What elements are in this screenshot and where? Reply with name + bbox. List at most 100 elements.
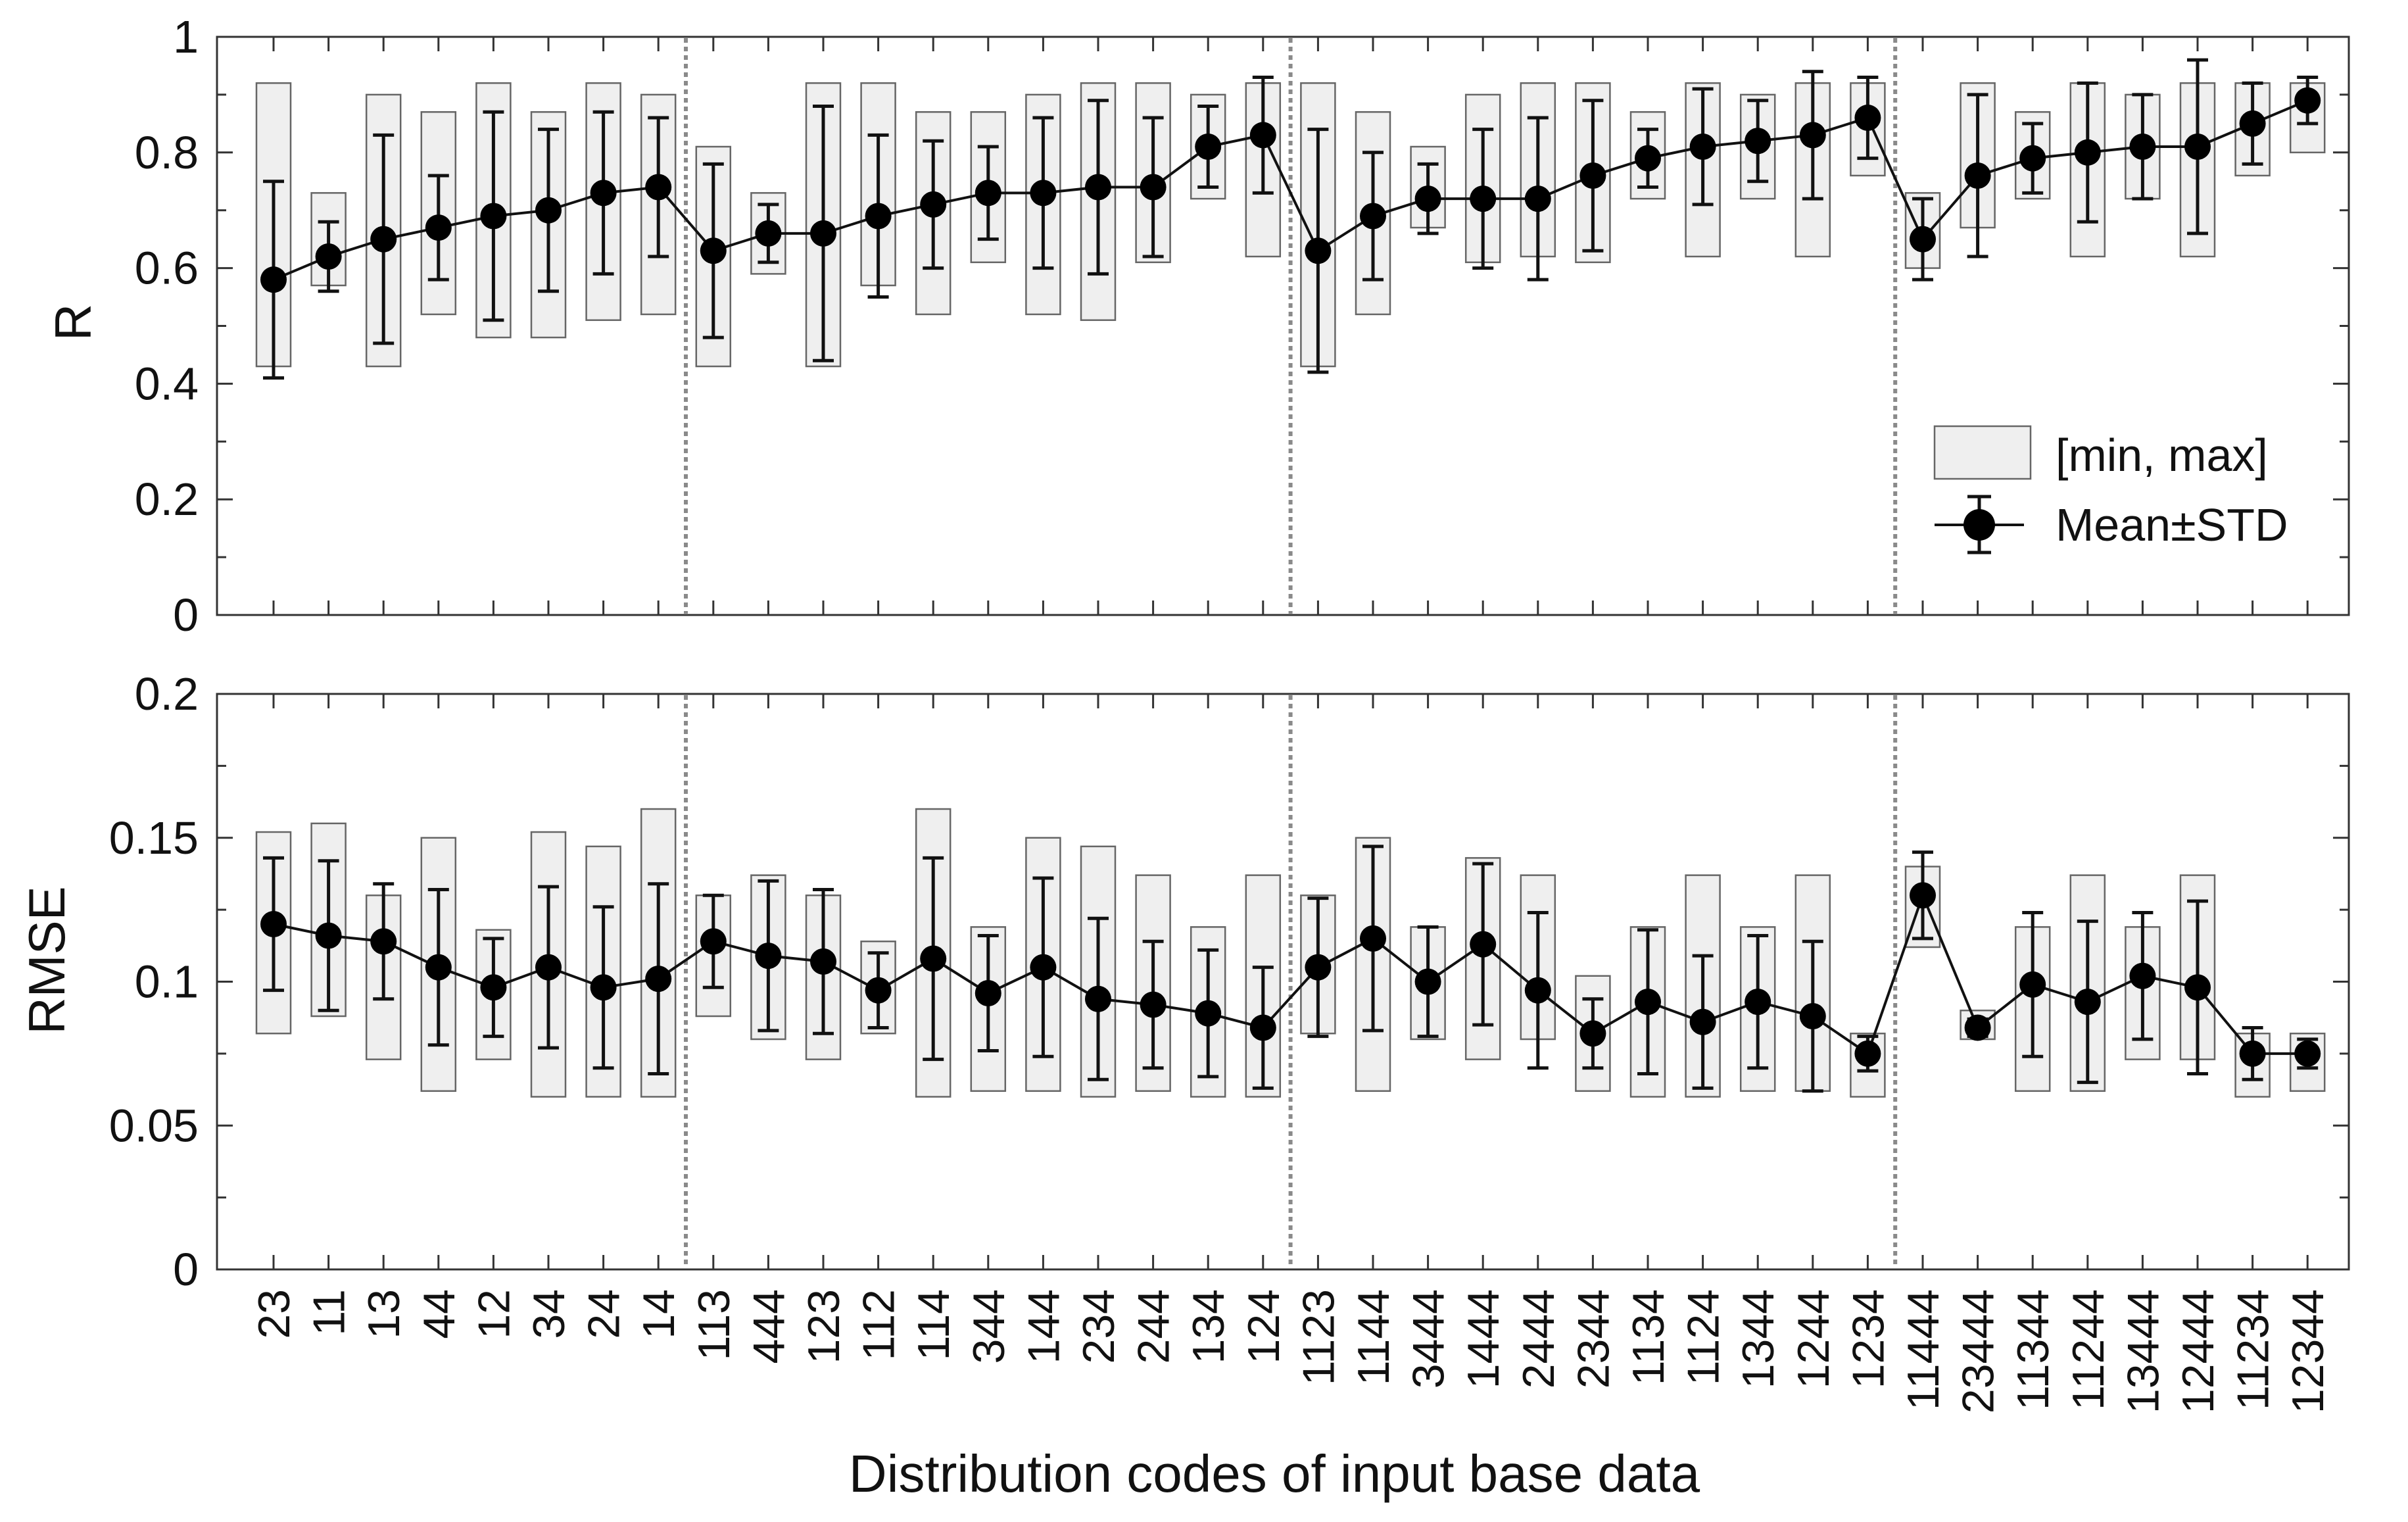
- mean-point-rmse-112: [865, 977, 892, 1004]
- mean-point-rmse-11244: [2074, 989, 2101, 1016]
- mean-point-rmse-1344: [1745, 989, 1771, 1016]
- x-tick-label: 23444: [1954, 1289, 2004, 1413]
- mean-point-rmse-12: [480, 974, 507, 1001]
- x-tick-label: 1123: [1293, 1289, 1343, 1385]
- y-axis-label-rmse: RMSE: [18, 886, 76, 1034]
- mean-point-rmse-1144: [1360, 925, 1386, 952]
- mean-point-r-13444: [2129, 134, 2156, 160]
- mean-point-rmse-114: [920, 945, 947, 972]
- mean-point-r-11344: [2019, 145, 2046, 172]
- x-tick-label: 1344: [1733, 1289, 1783, 1388]
- mean-point-rmse-11344: [2019, 971, 2046, 998]
- mean-point-rmse-1124: [1689, 1008, 1716, 1035]
- mean-point-rmse-3444: [1414, 968, 1441, 995]
- y-tick-label-rmse: 0.2: [135, 668, 199, 720]
- mean-point-r-1124: [1689, 134, 1716, 160]
- mean-point-rmse-12444: [2184, 974, 2211, 1001]
- x-tick-label: 12: [469, 1289, 519, 1339]
- mean-point-r-1444: [1470, 185, 1497, 212]
- mean-point-r-123: [810, 220, 836, 247]
- x-tick-label: 134: [1184, 1289, 1234, 1363]
- mean-point-rmse-1234: [1854, 1040, 1881, 1067]
- x-tick-label: 13444: [2118, 1289, 2168, 1413]
- y-tick-label-r: 0: [173, 589, 199, 641]
- mean-point-rmse-1134: [1635, 989, 1661, 1016]
- mean-point-rmse-13444: [2129, 962, 2156, 989]
- mean-point-r-244: [1140, 174, 1167, 201]
- mean-point-rmse-134: [1195, 1000, 1222, 1027]
- mean-point-r-113: [700, 237, 727, 264]
- mean-point-rmse-13: [370, 928, 397, 955]
- x-tick-label: 244: [1129, 1289, 1179, 1363]
- mean-point-r-444: [755, 220, 782, 247]
- mean-point-r-1144: [1360, 203, 1386, 230]
- legend-range-label: [min, max]: [2056, 430, 2268, 481]
- x-tick-label: 112: [854, 1289, 904, 1360]
- x-tick-label: 11244: [2063, 1289, 2113, 1410]
- mean-point-r-124: [1249, 122, 1276, 149]
- mean-point-r-14: [645, 174, 672, 201]
- x-tick-label: 12344: [2283, 1289, 2333, 1413]
- mean-point-r-23: [260, 266, 287, 293]
- mean-point-r-34: [535, 197, 562, 224]
- mean-point-rmse-1123: [1305, 954, 1332, 981]
- mean-point-r-1234: [1854, 105, 1881, 132]
- mean-point-r-234: [1085, 174, 1111, 201]
- mean-point-r-1134: [1635, 145, 1661, 172]
- x-tick-label: 11: [304, 1289, 354, 1336]
- mean-point-rmse-2344: [1579, 1020, 1606, 1047]
- y-tick-label-rmse: 0.15: [109, 812, 199, 864]
- mean-point-rmse-1244: [1799, 1003, 1826, 1029]
- x-tick-label: 11234: [2228, 1289, 2278, 1410]
- x-tick-label: 24: [579, 1289, 629, 1339]
- legend-mean-marker: [1963, 509, 1995, 541]
- x-tick-label: 2344: [1568, 1289, 1618, 1388]
- mean-point-r-11: [315, 243, 342, 270]
- x-tick-label: 13: [359, 1289, 409, 1339]
- mean-point-rmse-344: [975, 980, 1001, 1006]
- x-tick-label: 1444: [1458, 1289, 1508, 1388]
- mean-point-r-12444: [2184, 134, 2211, 160]
- y-tick-label-rmse: 0.1: [135, 956, 199, 1008]
- mean-point-r-11234: [2239, 110, 2266, 137]
- mean-point-r-13: [370, 226, 397, 253]
- mean-point-r-2344: [1579, 162, 1606, 189]
- mean-point-r-12: [480, 203, 507, 230]
- mean-point-r-11244: [2074, 139, 2101, 166]
- x-tick-label: 1144: [1349, 1289, 1399, 1385]
- y-tick-label-r: 0.8: [135, 127, 199, 178]
- legend: [min, max] Mean±STD: [1933, 425, 2288, 554]
- mean-point-rmse-123: [810, 948, 836, 975]
- mean-point-r-134: [1195, 134, 1222, 160]
- mean-point-r-112: [865, 203, 892, 230]
- mean-point-rmse-44: [425, 954, 452, 981]
- mean-point-rmse-34: [535, 954, 562, 981]
- x-tick-label: 2444: [1514, 1289, 1564, 1388]
- mean-point-rmse-11444: [1910, 882, 1936, 909]
- mean-point-rmse-24: [590, 974, 617, 1001]
- mean-point-rmse-113: [700, 928, 727, 955]
- mean-point-rmse-23444: [1964, 1014, 1991, 1041]
- mean-point-r-344: [975, 180, 1001, 207]
- y-axis-label-r: R: [44, 304, 102, 341]
- mean-point-r-1344: [1745, 128, 1771, 155]
- mean-point-r-44: [425, 214, 452, 241]
- mean-point-rmse-12344: [2294, 1040, 2321, 1067]
- mean-point-r-23444: [1964, 162, 1991, 189]
- mean-point-rmse-244: [1140, 991, 1167, 1018]
- y-tick-label-r: 0.4: [135, 358, 199, 409]
- x-tick-label: 234: [1074, 1289, 1124, 1363]
- x-axis-label: Distribution codes of input base data: [849, 1444, 1700, 1503]
- x-tick-label: 1244: [1789, 1289, 1839, 1388]
- x-tick-label: 12444: [2173, 1289, 2223, 1413]
- mean-point-rmse-2444: [1524, 977, 1551, 1004]
- mean-point-rmse-14: [645, 966, 672, 993]
- x-tick-label: 1134: [1624, 1289, 1674, 1385]
- x-tick-label: 23: [249, 1289, 299, 1339]
- x-tick-label: 123: [799, 1289, 849, 1363]
- mean-point-r-12344: [2294, 87, 2321, 114]
- mean-point-rmse-144: [1030, 954, 1057, 981]
- mean-point-r-11444: [1910, 226, 1936, 253]
